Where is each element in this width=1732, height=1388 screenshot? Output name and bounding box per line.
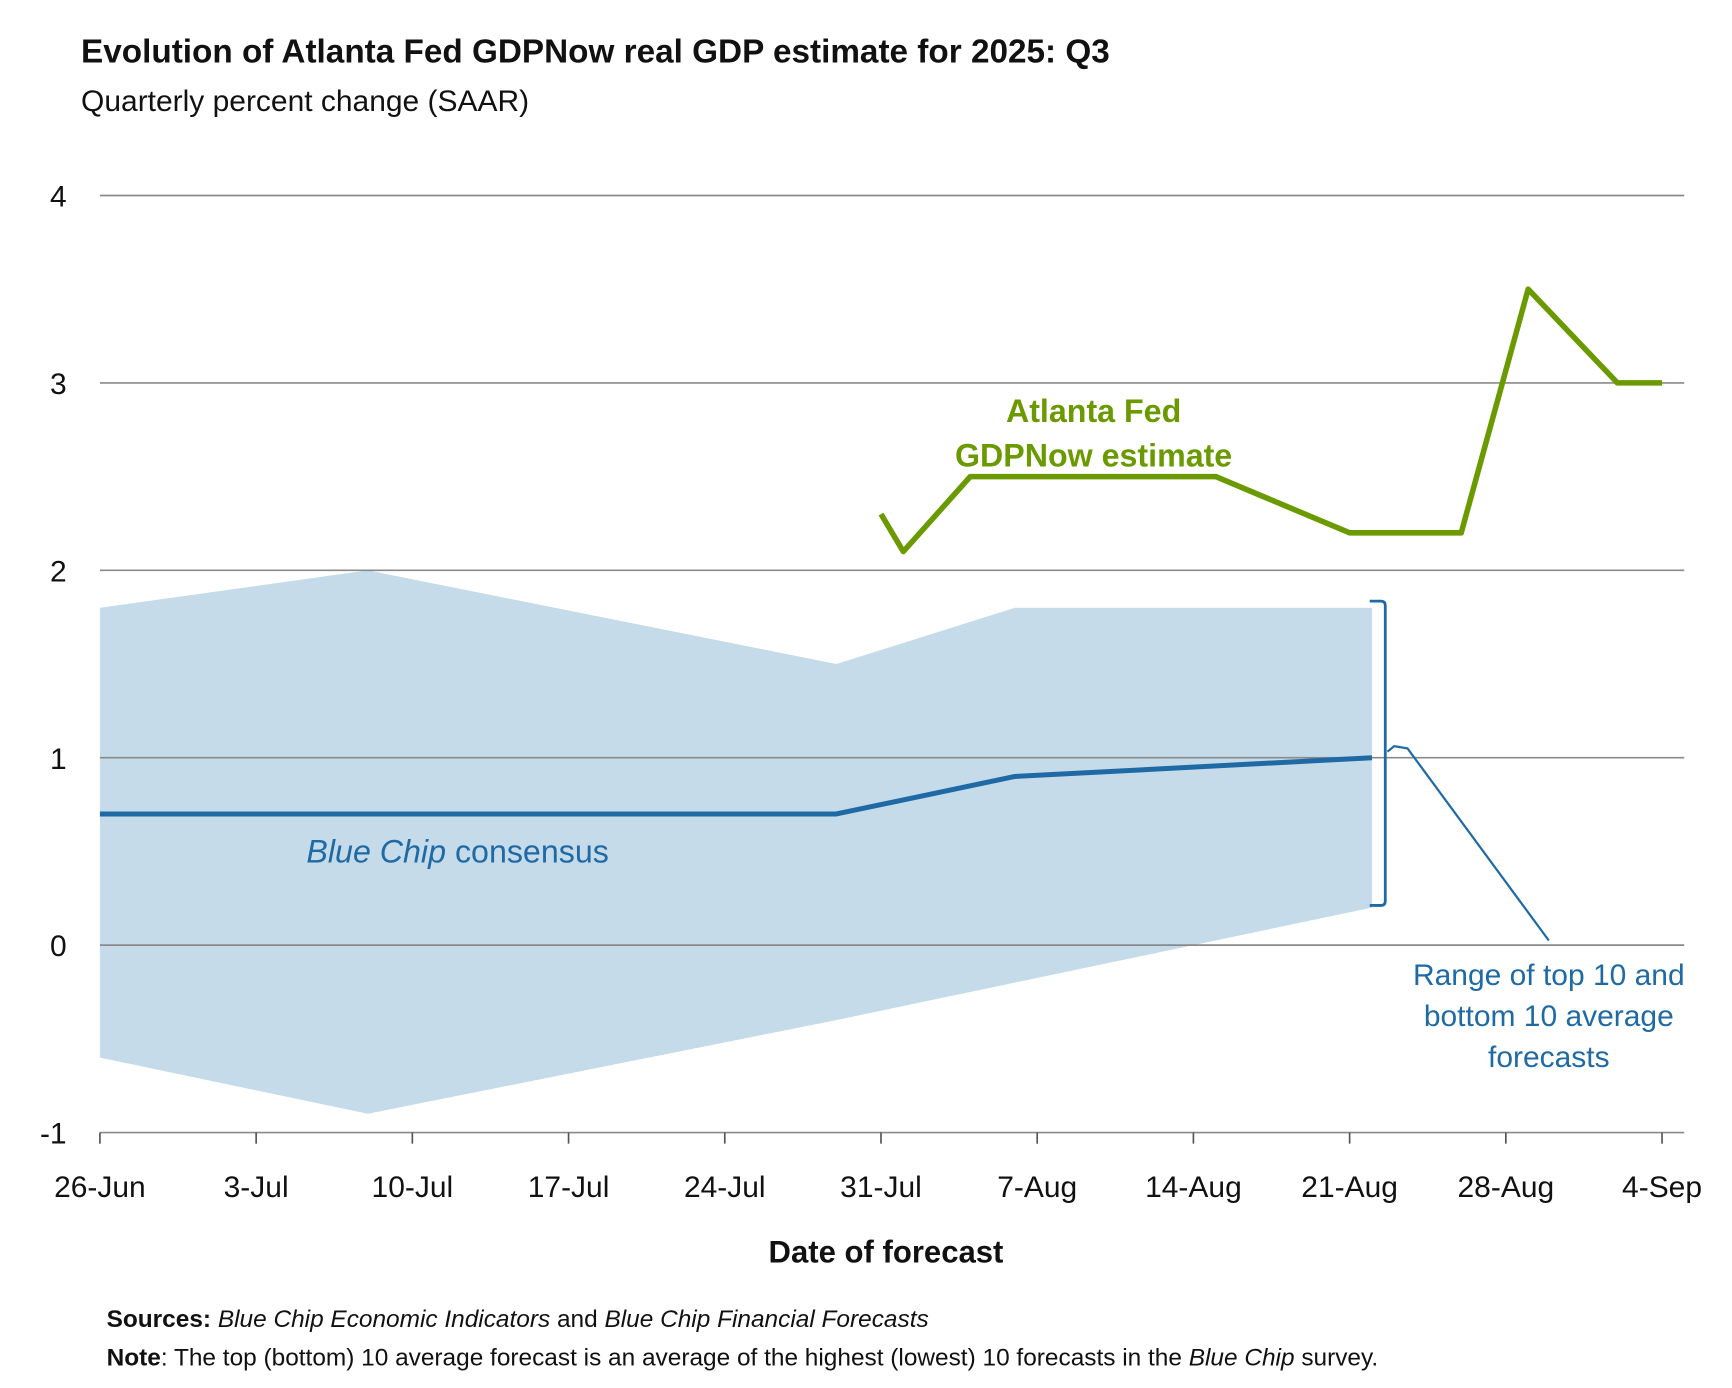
- chart-subtitle: Quarterly percent change (SAAR): [81, 85, 529, 118]
- bluechip-label: Blue Chip consensus: [306, 834, 608, 870]
- x-tick-label: 4-Sep: [1622, 1171, 1702, 1204]
- gdpnow-label-line-1: Atlanta Fed: [1006, 393, 1181, 429]
- gdpnow-line: [878, 286, 1663, 555]
- gdpnow-label-line-2: GDPNow estimate: [955, 437, 1232, 473]
- sources-note: Sources: Blue Chip Economic Indicators a…: [107, 1306, 929, 1333]
- range-leader-line: [1386, 744, 1550, 942]
- chart-title: Evolution of Atlanta Fed GDPNow real GDP…: [81, 33, 1110, 70]
- x-tick-label: 17-Jul: [528, 1171, 610, 1204]
- x-tick-label: 24-Jul: [684, 1171, 766, 1204]
- y-tick-label: 3: [50, 368, 67, 401]
- sources-and: and: [550, 1306, 604, 1333]
- forecast-range-band: [99, 570, 1372, 1114]
- band-label-line-3: forecasts: [1488, 1041, 1610, 1074]
- bluechip-consensus-line: [99, 755, 1373, 817]
- x-tick-label: 14-Aug: [1145, 1171, 1242, 1204]
- band-label-line-1: Range of top 10 and: [1413, 959, 1685, 992]
- x-tick-label: 10-Jul: [372, 1171, 454, 1204]
- bluechip-label-italic: Blue Chip: [306, 834, 446, 870]
- note-end: survey.: [1295, 1345, 1379, 1372]
- y-tick-label: 1: [50, 743, 67, 776]
- sources-item-2: Blue Chip Financial Forecasts: [604, 1306, 928, 1333]
- bluechip-label-rest: consensus: [446, 834, 609, 870]
- note-label: Note: [107, 1345, 161, 1372]
- y-tick-label: 4: [50, 181, 67, 214]
- footnote: Note: The top (bottom) 10 average foreca…: [107, 1345, 1379, 1372]
- y-tick-label: 0: [50, 930, 67, 963]
- x-axis-label: Date of forecast: [769, 1234, 1004, 1269]
- sources-label: Sources:: [107, 1306, 211, 1333]
- x-tick-label: 31-Jul: [840, 1171, 922, 1204]
- y-tick-label: 2: [50, 555, 67, 588]
- range-bracket: [1369, 599, 1387, 907]
- band-label-line-2: bottom 10 average: [1424, 1000, 1674, 1033]
- x-tick-label: 28-Aug: [1458, 1171, 1555, 1204]
- x-tick-label: 3-Jul: [224, 1171, 289, 1204]
- sources-item-1: Blue Chip Economic Indicators: [218, 1306, 550, 1333]
- x-tick-label: 7-Aug: [997, 1171, 1077, 1204]
- note-text: : The top (bottom) 10 average forecast i…: [161, 1345, 1189, 1372]
- note-italic: Blue Chip: [1189, 1345, 1295, 1372]
- x-tick-label: 26-Jun: [54, 1171, 146, 1204]
- x-tick-label: 21-Aug: [1301, 1171, 1398, 1204]
- y-tick-label: -1: [40, 1118, 67, 1151]
